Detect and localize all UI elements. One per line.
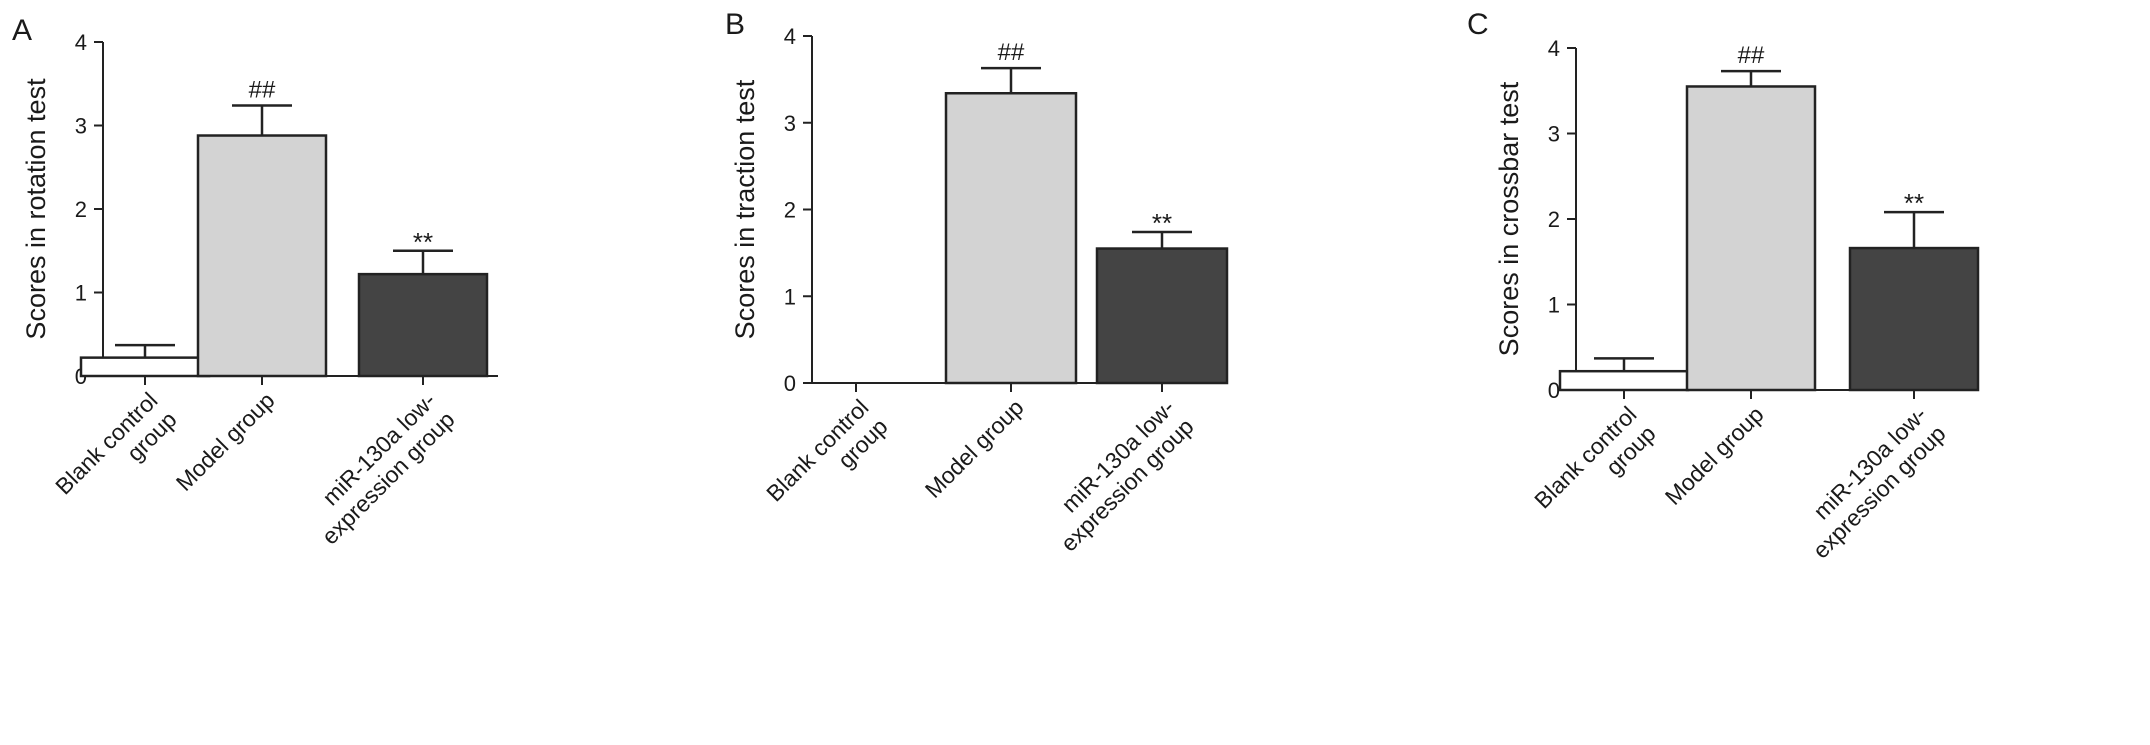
- x-tick-label: Blank controlgroup: [1529, 401, 1660, 532]
- bar: [1095, 247, 1229, 385]
- y-tick-label: 2: [1548, 207, 1560, 232]
- bar: [196, 134, 328, 378]
- x-tick-label: miR-130a low-expression group: [1036, 394, 1198, 556]
- significance-mark: **: [1152, 208, 1172, 238]
- chart-panel-c: C 0 1 2 3 4 Scores in crossbar test Blank contr…: [1467, 8, 1980, 563]
- panel-letter: A: [12, 14, 32, 47]
- y-tick-label: 0: [1548, 378, 1560, 403]
- y-tick-label: 4: [1548, 36, 1560, 61]
- y-tick-label: 4: [75, 30, 87, 55]
- x-tick-label: Blank controlgroup: [50, 387, 181, 518]
- y-tick-label: 2: [784, 198, 796, 223]
- y-tick-label: 0: [784, 371, 796, 396]
- x-tick-label-line: Model group: [1660, 401, 1769, 510]
- y-tick-label: 3: [1548, 122, 1560, 147]
- significance-mark: ##: [998, 39, 1025, 66]
- significance-mark: **: [413, 227, 433, 257]
- y-tick-label: 3: [784, 111, 796, 136]
- x-tick-label: Blank controlgroup: [761, 394, 892, 525]
- y-tick-label: 3: [75, 114, 87, 139]
- panel-letter: C: [1467, 8, 1489, 41]
- significance-mark: ##: [249, 76, 276, 103]
- y-axis-label: Scores in traction test: [730, 79, 760, 339]
- x-tick-label-line: Model group: [920, 394, 1029, 503]
- bar: [357, 272, 489, 378]
- x-tick-label: miR-130a low-expression group: [1788, 401, 1950, 563]
- bar: [79, 356, 211, 378]
- bar: [1558, 369, 1690, 392]
- y-tick-label: 1: [784, 284, 796, 309]
- y-axis-label: Scores in crossbar test: [1494, 81, 1524, 356]
- y-tick-label: 1: [75, 281, 87, 306]
- y-tick-label: 1: [1548, 293, 1560, 318]
- significance-mark: ##: [1738, 42, 1765, 69]
- y-tick-label: 2: [75, 197, 87, 222]
- bar: [1848, 246, 1980, 392]
- x-tick-label: Model group: [920, 394, 1029, 503]
- x-tick-label: Model group: [1660, 401, 1769, 510]
- x-tick-label: Model group: [171, 387, 280, 496]
- y-tick-label: 4: [784, 24, 796, 49]
- bar: [944, 92, 1078, 385]
- chart-panel-b: B 0 1 2 3 4 Scores in traction test Blank contr…: [725, 8, 1229, 556]
- bar: [1685, 85, 1817, 392]
- x-tick-label-line: Model group: [171, 387, 280, 496]
- y-axis-label: Scores in rotation test: [21, 78, 51, 340]
- x-tick-label: miR-130a low-expression group: [297, 387, 459, 549]
- panel-letter: B: [725, 8, 745, 41]
- significance-mark: **: [1904, 188, 1924, 218]
